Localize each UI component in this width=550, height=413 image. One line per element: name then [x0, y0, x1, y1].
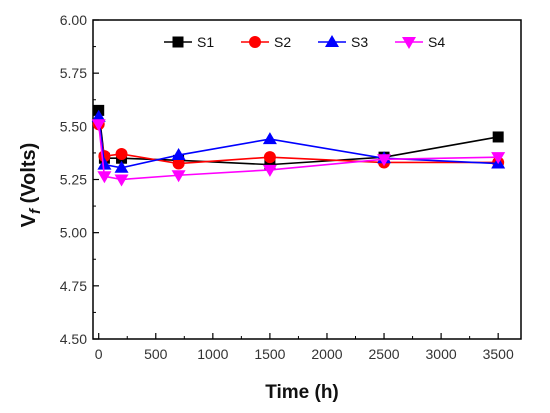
y-axis-title: Vf (Volts): [18, 143, 44, 228]
series-s3-line: [97, 116, 499, 169]
series-layer: [91, 104, 506, 187]
y-axis: 4.50 4.75 5.00 5.25 5.50 5.75 6.00: [60, 12, 99, 347]
y-tick-label: 5.00: [60, 225, 87, 241]
x-tick-label: 1000: [197, 346, 228, 362]
series-s1-point: [264, 159, 276, 171]
series-s2-point: [172, 157, 185, 170]
y-axis-title-unit: (Volts): [18, 143, 40, 209]
legend-s1-marker: [172, 36, 184, 48]
series-s4-point: [262, 164, 277, 177]
series-s2-point: [115, 147, 128, 160]
series-s4-point: [491, 152, 506, 165]
x-tick-label: 0: [95, 346, 103, 362]
series-s3-point: [114, 160, 129, 173]
y-tick-label: 4.50: [60, 331, 87, 347]
plot-frame: [92, 19, 522, 340]
y-axis-title-subscript: f: [27, 207, 44, 214]
x-tick-label: 3000: [426, 346, 457, 362]
series-s4-point: [114, 174, 129, 187]
series-s3-point: [97, 157, 112, 170]
y-tick-label: 5.50: [60, 118, 87, 134]
legend-s3-label: S3: [351, 34, 368, 50]
series-s3-point: [262, 132, 277, 145]
series-s2-point: [263, 151, 276, 164]
y-tick-label: 4.75: [60, 278, 87, 294]
y-tick-label: 6.00: [60, 12, 87, 28]
legend: S1 S2 S3 S4: [164, 34, 445, 50]
series-s1-point: [492, 131, 504, 143]
legend-s4-marker: [402, 37, 416, 49]
legend-s3-marker: [325, 35, 339, 47]
x-tick-label: 3500: [483, 346, 514, 362]
legend-s4-label: S4: [428, 34, 445, 50]
x-tick-label: 1500: [254, 346, 285, 362]
legend-s2-marker: [249, 36, 261, 48]
series-s1-line: [97, 110, 499, 166]
y-tick-label: 5.75: [60, 65, 87, 81]
series-s4-point: [377, 154, 392, 167]
series-s3-point: [171, 148, 186, 161]
x-tick-label: 500: [144, 346, 168, 362]
series-s4-point: [91, 119, 106, 132]
series-s4-line: [97, 124, 499, 181]
series-s4: [91, 119, 506, 187]
x-axis-title: Time (h): [265, 382, 339, 403]
x-tick-label: 2500: [368, 346, 399, 362]
x-axis: 0 500 1000 1500 2000 2500 3000 3500: [95, 333, 514, 362]
series-s4-point: [97, 171, 112, 184]
y-tick-label: 5.25: [60, 172, 87, 188]
x-tick-label: 2000: [311, 346, 342, 362]
legend-s1-label: S1: [197, 34, 214, 50]
series-s4-point: [171, 170, 186, 183]
plot-border: [92, 19, 522, 340]
legend-s2-label: S2: [274, 34, 291, 50]
series-s3-point: [91, 109, 106, 122]
y-axis-title-main: V: [18, 213, 40, 227]
